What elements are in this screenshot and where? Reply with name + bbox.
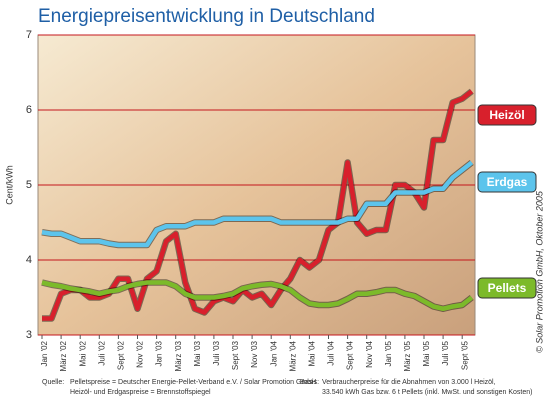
legend-box: [477, 277, 537, 299]
y-axis-label: Cent/kWh: [4, 165, 14, 205]
x-tick-label: Nov '03: [250, 340, 259, 367]
line: [41, 160, 474, 248]
note-text: Verbraucherpreise für die Abnahmen von 3…: [322, 379, 496, 386]
copyright: © Solar Promotion GmbH, Oktober 2005: [534, 190, 544, 353]
legend-entry: Pellets: [477, 277, 537, 299]
x-tick-label: März '04: [288, 340, 297, 371]
y-tick-label: 4: [26, 254, 32, 266]
line: [41, 280, 474, 311]
x-tick-label: Sept '02: [117, 340, 126, 370]
y-tick-label: 7: [26, 29, 32, 41]
x-tick-label: Juli '03: [212, 340, 221, 365]
legend-entry: Heizöl: [477, 104, 537, 126]
y-tick-label: 5: [26, 179, 32, 191]
x-tick-label: Juli '05: [441, 340, 450, 365]
chart-title: Energiepreisentwicklung in Deutschland: [38, 6, 375, 27]
x-tick-label: März '03: [174, 340, 183, 371]
note-label: Basis:: [300, 379, 319, 386]
x-tick-label: Sept '04: [346, 340, 355, 370]
x-tick-label: Jan '05: [384, 340, 393, 366]
legend-label: Heizöl: [489, 108, 524, 122]
note-text: Heizöl- und Erdgaspreise = Brennstoffspi…: [70, 389, 211, 396]
y-tick-label: 3: [26, 329, 32, 341]
y-tick-label: 6: [26, 104, 32, 116]
x-tick-label: Jan '04: [269, 340, 278, 366]
legend-box: [477, 104, 537, 126]
x-tick-label: März '05: [403, 340, 412, 371]
x-tick-label: Sept '03: [231, 340, 240, 370]
x-tick-label: Mai '05: [422, 340, 431, 366]
line: [42, 89, 474, 321]
note-label: Quelle:: [42, 379, 64, 386]
x-tick-label: Jan '03: [155, 340, 164, 366]
legend-label: Pellets: [488, 281, 527, 295]
legend-label: Erdgas: [487, 175, 528, 189]
note-text: Pelletspreise = Deutscher Energie-Pellet…: [70, 379, 316, 386]
x-tick-label: Nov '04: [365, 340, 374, 367]
x-tick-label: Mai '03: [193, 340, 202, 366]
x-tick-label: März '02: [59, 340, 68, 371]
x-tick-label: Nov '02: [136, 340, 145, 367]
legend-entry: Erdgas: [477, 171, 537, 193]
x-tick-label: Jan '02: [40, 340, 49, 366]
x-tick-label: Sept '05: [460, 340, 469, 370]
x-tick-label: Juli '04: [327, 340, 336, 365]
note-text: 33.540 kWh Gas bzw. 6 t Pellets (inkl. M…: [322, 389, 533, 396]
x-tick-label: Mai '04: [308, 340, 317, 366]
x-tick-label: Juli '02: [97, 340, 106, 365]
legend-box: [477, 171, 537, 193]
x-tick-label: Mai '02: [78, 340, 87, 366]
